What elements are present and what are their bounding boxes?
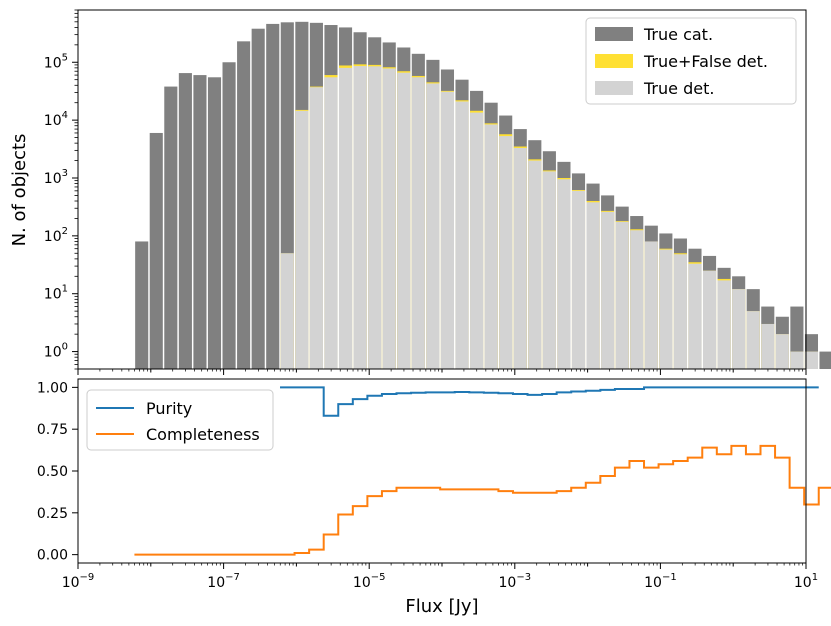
bar-true-det-46 [804,351,819,369]
legend-label-true-false-det: True+False det. [643,52,768,71]
histogram-y-tick-label-1: 101 [44,284,68,303]
bar-true-det-10 [280,253,294,369]
histogram-y-tick-label-3: 103 [44,168,68,187]
purity-completeness-y-tick-label-0: 0.00 [37,548,68,564]
bar-true-cat-1 [149,132,163,369]
histogram-y-ticks: 100 101 102 103 104 105 [44,9,78,370]
bar-true-det-45 [790,351,804,369]
bar-true-det-11 [295,110,309,369]
bar-true-det-25 [499,136,513,369]
bar-true-cat-47 [819,351,831,369]
bar-true-det-28 [542,171,556,369]
x-tick-label-1: 10−7 [207,572,240,591]
bar-true-det-34 [630,230,644,369]
legend-label-true-cat: True cat. [643,25,713,44]
line-completeness [134,444,831,556]
bar-true-det-17 [382,68,396,369]
bar-true-det-39 [702,270,717,369]
x-tick-label-4: 10−1 [644,572,677,591]
bar-true-det-37 [673,254,687,369]
bar-true-cat-7 [237,41,251,369]
histogram-y-tick-label-4: 104 [44,110,68,129]
histogram-y-tick-label-0: 100 [44,342,68,361]
purity-completeness-lines [134,386,831,556]
bar-true-det-14 [338,67,353,370]
bar-true-det-29 [557,179,571,369]
bar-true-det-42 [746,311,760,369]
bar-true-det-24 [484,124,498,369]
purity-completeness-x-ticks: 10−9 10−7 10−5 10−3 10−1 101 [62,563,818,591]
line-purity [280,386,819,417]
x-axis-label: Flux [Jy] [405,596,478,617]
bar-true-det-33 [615,221,629,369]
bar-true-det-12 [309,87,323,370]
bar-true-det-13 [324,77,338,369]
purity-completeness-y-tick-label-4: 1.00 [37,380,68,396]
bar-true-det-15 [353,66,367,370]
histogram-frame [77,9,807,370]
bar-true-det-41 [732,289,746,369]
bar-true-det-21 [440,91,455,369]
bar-true-det-26 [513,147,527,369]
legend-label-true-det: True det. [643,79,714,98]
purity-completeness-y-tick-label-1: 0.25 [37,506,68,522]
bar-true-cat-4 [193,75,207,369]
purity-completeness-y-tick-label-2: 0.50 [37,464,68,480]
legend-swatch-true-det [595,81,633,95]
bar-true-det-19 [411,77,425,369]
bar-true-cat-8 [251,28,265,370]
bar-true-det-20 [426,83,440,369]
histogram-bars [135,21,831,370]
bar-true-det-27 [528,160,542,369]
bar-true-det-31 [586,202,600,369]
bar-true-cat-0 [135,241,149,369]
purity-completeness-y-ticks: 0.00 0.25 0.50 0.75 1.00 [37,380,78,564]
purity-completeness-frame [77,378,807,564]
bar-true-det-38 [688,263,702,369]
bar-true-det-40 [717,280,731,369]
purity-completeness-legend: Purity Completeness [86,389,274,451]
legend-swatch-true-false-det [595,54,633,68]
bar-true-det-22 [455,101,469,369]
bar-true-det-36 [659,249,673,369]
bar-true-det-35 [644,241,658,369]
bar-true-det-32 [601,211,615,369]
x-tick-label-0: 10−9 [62,572,95,591]
bar-true-cat-9 [266,23,280,369]
bar-true-cat-2 [164,86,178,369]
x-tick-label-3: 10−3 [499,572,532,591]
bar-true-det-44 [775,334,789,369]
legend-label-completeness: Completeness [146,425,260,444]
histogram-panel: 100 101 102 103 104 105 N. of objects True ca… [9,9,831,375]
bar-true-det-23 [470,112,484,369]
histogram-y-tick-label-5: 105 [44,52,68,71]
bar-true-cat-6 [222,62,236,369]
bar-true-det-18 [397,72,411,369]
legend-swatch-true-cat [595,27,633,41]
bar-true-det-43 [761,323,775,369]
legend-label-purity: Purity [146,399,192,418]
x-tick-label-5: 101 [794,572,818,591]
bar-true-cat-3 [178,73,192,369]
bar-true-det-30 [571,190,586,369]
x-tick-label-2: 10−5 [353,572,386,591]
purity-completeness-y-tick-label-3: 0.75 [37,422,68,438]
histogram-legend: True cat. True+False det. True det. [585,17,797,105]
bar-true-cat-5 [207,77,222,369]
purity-completeness-panel: 0.000.250.500.751.00 10−9 10−7 10−5 10−3 10−… [37,378,831,617]
histogram-y-tick-label-2: 102 [44,226,68,245]
histogram-legend-box [585,17,797,105]
bar-true-det-16 [368,66,382,369]
histogram-y-axis-label: N. of objects [9,134,30,247]
